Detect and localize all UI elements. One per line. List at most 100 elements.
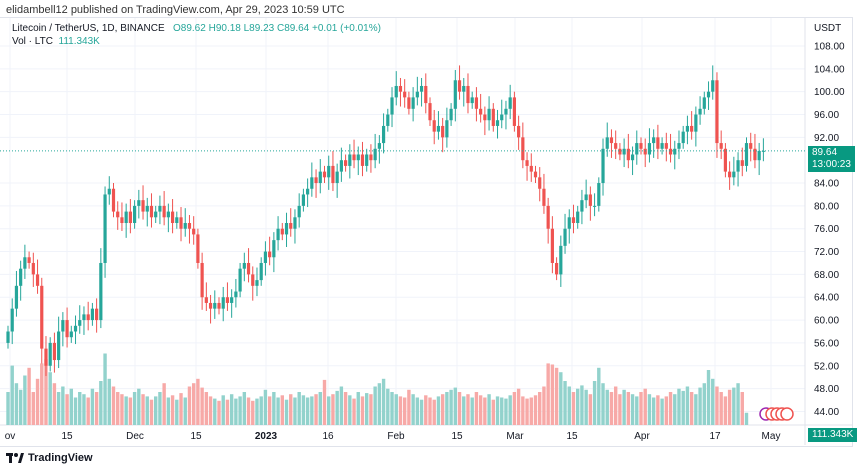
candle-body [652, 137, 656, 144]
volume-bar [521, 396, 525, 425]
candle-body [360, 154, 365, 166]
time-tick: Dec [126, 431, 144, 442]
candle-body [318, 171, 322, 184]
volume-bar [478, 395, 483, 425]
volume-bar [689, 392, 694, 425]
volume-bar [584, 389, 588, 425]
candle-body [635, 143, 639, 155]
volume-bar [73, 397, 78, 425]
candle-body [597, 183, 601, 206]
volume-bar [52, 383, 57, 425]
candle-body [31, 262, 35, 275]
volume-bar [702, 383, 706, 425]
candle-body [217, 302, 221, 309]
volume-bar [120, 394, 124, 425]
volume-bar [736, 383, 740, 425]
volume-bar [196, 378, 200, 425]
volume-bar [331, 394, 335, 425]
candle-body [643, 148, 647, 155]
candle-body [664, 143, 668, 149]
volume-bar [141, 394, 145, 425]
candle-body [390, 97, 394, 115]
volume-bar [191, 383, 196, 425]
volume-bar [276, 397, 280, 425]
volume-bar [166, 397, 171, 425]
candle-body [259, 262, 263, 281]
volume-bar [18, 389, 23, 425]
candle-body [673, 148, 677, 155]
low-value: L89.23 [243, 23, 275, 34]
volume-bar [715, 386, 719, 425]
candle-body [103, 194, 107, 263]
volume-bar [563, 381, 567, 425]
bar-countdown: 13:00:23 [812, 159, 851, 170]
candle-body [500, 114, 504, 121]
volume-bar [681, 390, 685, 425]
published-caption: elidambell12 published on TradingView.co… [6, 4, 345, 16]
volume-bar [651, 397, 656, 425]
candle-body [542, 188, 546, 206]
volume-bar [622, 389, 626, 425]
volume-bar [305, 397, 310, 425]
last-volume-tag: 111.343K [808, 428, 858, 442]
candle-body [133, 205, 137, 224]
candle-body [255, 280, 259, 286]
volume-bar [360, 396, 365, 425]
tradingview-logo[interactable]: TradingView [6, 452, 93, 464]
candle-body [52, 342, 57, 361]
volume-bar [630, 394, 635, 425]
candle-body [757, 150, 761, 161]
candle-body [436, 125, 441, 132]
candle-body [280, 228, 284, 235]
candle-body [301, 194, 305, 206]
volume-bar [149, 399, 154, 425]
candle-body [44, 348, 48, 366]
volume-bar [221, 395, 225, 425]
volume-bar [56, 392, 61, 425]
volume-bar [373, 386, 377, 425]
volume-bar [576, 388, 580, 425]
candle-body [744, 143, 749, 166]
candle-body [555, 262, 559, 275]
chart-frame[interactable] [0, 17, 853, 447]
volume-bar [246, 397, 251, 425]
candle-body [495, 120, 500, 126]
candle-body [166, 211, 170, 218]
volume-bar [386, 388, 390, 425]
volume-bar [719, 392, 723, 425]
volume-bar [40, 363, 44, 425]
volume-bar [647, 394, 652, 425]
symbol-title[interactable]: Litecoin / TetherUS, 1D, BINANCE [12, 23, 165, 34]
volume-bar [301, 395, 306, 425]
candle-body [504, 108, 508, 115]
volume-bar [449, 389, 453, 425]
candle-body [533, 171, 538, 178]
candle-body [466, 85, 470, 104]
volume-bar [445, 392, 449, 425]
candle-body [470, 97, 474, 104]
candle-body [424, 85, 428, 104]
candle-body [196, 234, 200, 263]
candle-body [715, 80, 719, 144]
volume-bar [267, 396, 272, 425]
price-tick: 108.00 [814, 42, 845, 53]
candle-body [297, 205, 301, 218]
candle-body [512, 97, 516, 126]
volume-bar [154, 396, 158, 425]
volume-bar [706, 370, 711, 425]
candle-body [538, 177, 542, 189]
currency-label: USDT [814, 23, 841, 34]
volume-bar [78, 392, 82, 425]
price-tick: 72.00 [814, 247, 839, 258]
candle-body [183, 223, 187, 229]
candle-body [116, 211, 120, 218]
volume-bar [335, 390, 339, 425]
candle-body [40, 285, 44, 349]
volume-bar [516, 388, 521, 425]
candle-body [352, 154, 356, 161]
candle-body [740, 160, 744, 166]
candle-body [719, 143, 723, 149]
volume-bar [352, 398, 356, 425]
volume-bar [533, 395, 538, 425]
